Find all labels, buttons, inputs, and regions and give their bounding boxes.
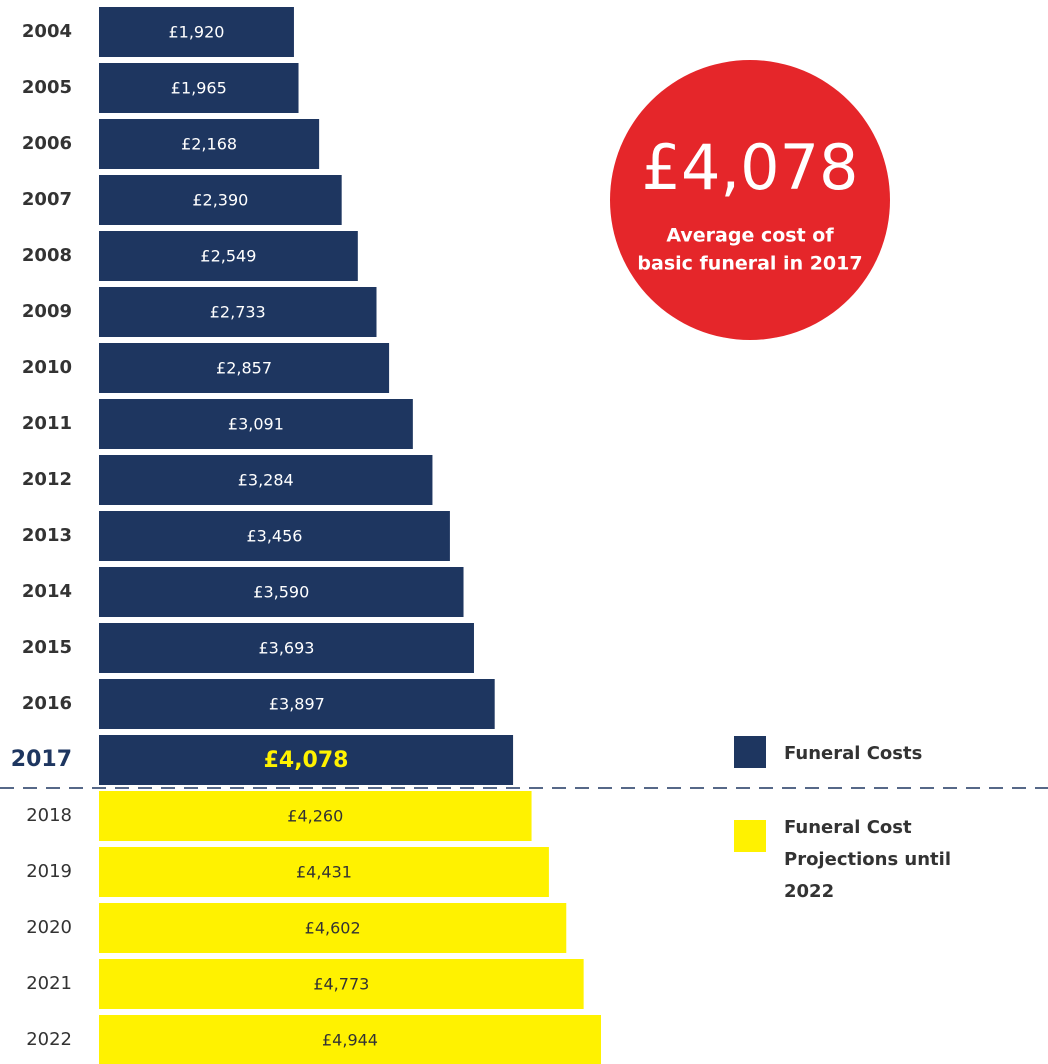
y-tick-label: 2009 — [22, 301, 72, 322]
y-tick-label: 2017 — [11, 747, 72, 772]
value-label: £3,693 — [258, 639, 314, 658]
value-label: £3,284 — [238, 471, 294, 490]
value-label: £1,920 — [168, 23, 224, 42]
y-tick-label: 2004 — [22, 21, 72, 42]
annotation-text: Average cost of — [666, 225, 834, 247]
value-label: £4,431 — [296, 863, 352, 882]
y-tick-label: 2018 — [26, 805, 72, 826]
value-label: £4,260 — [287, 807, 343, 826]
value-label: £1,965 — [171, 79, 227, 98]
value-label: £2,549 — [200, 247, 256, 266]
value-label: £4,078 — [264, 748, 349, 773]
bar — [99, 959, 584, 1009]
annotation-text: basic funeral in 2017 — [637, 253, 862, 275]
y-tick-label: 2016 — [22, 693, 72, 714]
bar — [99, 7, 294, 57]
bar — [99, 119, 320, 169]
y-tick-label: 2005 — [22, 77, 72, 98]
bar — [99, 679, 495, 729]
bar — [99, 847, 549, 897]
bar — [99, 343, 390, 393]
value-label: £3,590 — [253, 583, 309, 602]
legend-label: Funeral Cost Projections until 2022 — [784, 817, 951, 902]
value-label: £4,944 — [322, 1031, 378, 1050]
bar — [99, 903, 567, 953]
bar — [99, 511, 450, 561]
y-tick-label: 2007 — [22, 189, 72, 210]
y-tick-label: 2008 — [22, 245, 72, 266]
y-tick-label: 2011 — [22, 413, 72, 434]
bar — [99, 175, 342, 225]
bar — [99, 455, 433, 505]
y-tick-label: 2010 — [22, 357, 72, 378]
bar — [99, 231, 358, 281]
value-label: £2,390 — [192, 191, 248, 210]
bar — [99, 623, 474, 673]
bar — [99, 735, 514, 785]
bar — [99, 791, 532, 841]
legend-swatch — [734, 736, 766, 768]
y-tick-label: 2020 — [26, 917, 72, 938]
bar — [99, 399, 413, 449]
bar — [99, 63, 299, 113]
value-label: £2,733 — [210, 303, 266, 322]
value-label: £4,602 — [305, 919, 361, 938]
bar — [99, 1015, 601, 1064]
y-tick-label: 2019 — [26, 861, 72, 882]
bar — [99, 567, 464, 617]
y-tick-label: 2012 — [22, 469, 72, 490]
y-tick-label: 2022 — [26, 1029, 72, 1050]
value-label: £3,897 — [269, 695, 325, 714]
bar — [99, 287, 377, 337]
legend-swatch — [734, 820, 766, 852]
value-label: £2,168 — [181, 135, 237, 154]
value-label: £4,773 — [313, 975, 369, 994]
annotation-value: £4,078 — [642, 131, 859, 204]
y-tick-label: 2014 — [22, 581, 72, 602]
y-tick-label: 2013 — [22, 525, 72, 546]
y-tick-label: 2021 — [26, 973, 72, 994]
annotation-circle — [610, 60, 890, 340]
value-label: £3,091 — [228, 415, 284, 434]
y-tick-label: 2006 — [22, 133, 72, 154]
legend-label: Funeral Costs — [784, 743, 923, 764]
value-label: £2,857 — [216, 359, 272, 378]
value-label: £3,456 — [246, 527, 302, 546]
y-tick-label: 2015 — [22, 637, 72, 658]
